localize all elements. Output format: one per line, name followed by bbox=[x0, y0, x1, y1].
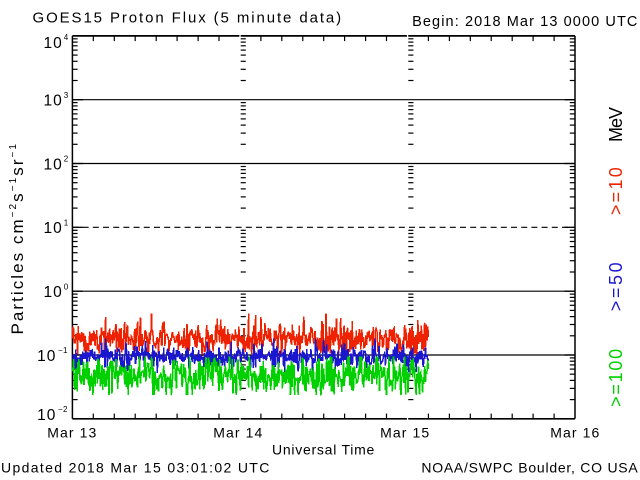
svg-text:−2: −2 bbox=[58, 405, 68, 414]
svg-text:3: 3 bbox=[64, 91, 69, 100]
svg-text:10: 10 bbox=[44, 156, 63, 173]
svg-text:Begin: 2018 Mar 13 0000 UTC: Begin: 2018 Mar 13 0000 UTC bbox=[412, 14, 638, 30]
svg-text:>=100: >=100 bbox=[606, 347, 626, 407]
svg-text:Mar 13: Mar 13 bbox=[47, 425, 97, 441]
svg-text:Particles cm−2s−1sr−1: Particles cm−2s−1sr−1 bbox=[8, 142, 27, 335]
svg-text:Mar 16: Mar 16 bbox=[550, 425, 600, 441]
svg-text:Updated 2018 Mar 15 03:01:02 U: Updated 2018 Mar 15 03:01:02 UTC bbox=[1, 459, 271, 475]
svg-text:10: 10 bbox=[44, 220, 63, 237]
svg-text:10: 10 bbox=[44, 284, 63, 301]
svg-text:10: 10 bbox=[37, 407, 56, 424]
svg-text:2: 2 bbox=[64, 155, 69, 164]
svg-text:Mar 14: Mar 14 bbox=[213, 425, 263, 441]
svg-text:>=50: >=50 bbox=[606, 260, 626, 311]
svg-text:10: 10 bbox=[37, 348, 56, 365]
svg-text:GOES15 Proton Flux (5 minute d: GOES15 Proton Flux (5 minute data) bbox=[33, 10, 344, 27]
svg-text:Universal Time: Universal Time bbox=[272, 442, 375, 458]
svg-text:1: 1 bbox=[64, 218, 69, 227]
svg-text:>=10: >=10 bbox=[606, 165, 626, 215]
svg-text:4: 4 bbox=[64, 33, 69, 42]
svg-text:0: 0 bbox=[64, 282, 69, 291]
svg-text:−1: −1 bbox=[58, 346, 68, 355]
svg-text:NOAA/SWPC Boulder, CO USA: NOAA/SWPC Boulder, CO USA bbox=[421, 459, 638, 475]
svg-text:10: 10 bbox=[44, 35, 63, 52]
svg-text:Mar 15: Mar 15 bbox=[380, 425, 430, 441]
svg-text:10: 10 bbox=[44, 93, 63, 110]
svg-text:MeV: MeV bbox=[606, 107, 626, 142]
